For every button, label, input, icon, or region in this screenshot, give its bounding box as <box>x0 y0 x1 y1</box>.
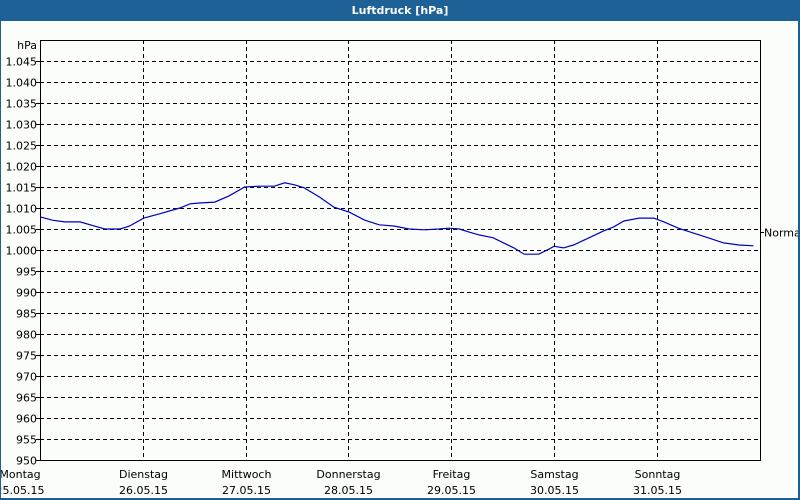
x-tick-date: 26.05.15 <box>119 484 168 497</box>
y-tick-label: 1.015 <box>6 182 38 195</box>
y-tick-label: 955 <box>16 434 37 447</box>
y-tick-label: 1.020 <box>6 161 38 174</box>
pressure-line <box>39 182 754 255</box>
y-tick-label: 995 <box>16 266 37 279</box>
y-tick-label: 950 <box>16 455 37 468</box>
x-tick-day: Sonntag <box>635 468 681 481</box>
chart-canvas: 950 955 960 965 970 975 980 985 990 995 1.000 1.005… <box>1 21 798 498</box>
plot-frame <box>40 40 761 461</box>
pressure-chart: 950 955 960 965 970 975 980 985 990 995 1.000 1.005… <box>1 39 798 497</box>
x-tick-day: Dienstag <box>119 468 168 481</box>
x-tick-date: 30.05.15 <box>530 484 579 497</box>
y-tick-label: 965 <box>16 392 37 405</box>
x-tick-date: 27.05.15 <box>222 484 271 497</box>
x-tick-day: Montag <box>1 468 41 481</box>
y-tick-label: 1.010 <box>6 203 38 216</box>
y-tick-label: 975 <box>16 350 37 363</box>
y-tick-label: 985 <box>16 308 37 321</box>
y-tick-label: 1.030 <box>6 119 38 132</box>
x-tick-day: Mittwoch <box>222 468 272 481</box>
y-tick-label: 970 <box>16 371 37 384</box>
y-tick-label: 1.005 <box>6 224 38 237</box>
y-tick-label: 1.045 <box>6 56 38 69</box>
y-tick-label: 1.000 <box>6 245 38 258</box>
x-tick-day: Samstag <box>530 468 578 481</box>
y-axis-unit: hPa <box>17 39 37 52</box>
x-tick-day: Donnerstag <box>316 468 380 481</box>
x-tick-date: 28.05.15 <box>324 484 373 497</box>
y-tick-label: 990 <box>16 287 37 300</box>
x-tick-date: 25.05.15 <box>1 484 44 497</box>
normal-label: Normal <box>764 227 798 240</box>
y-tick-label: 1.035 <box>6 98 38 111</box>
x-tick-day: Freitag <box>433 468 471 481</box>
y-tick-label: 980 <box>16 329 37 342</box>
x-tick-date: 31.05.15 <box>633 484 682 497</box>
y-tick-label: 1.040 <box>6 77 38 90</box>
y-tick-label: 960 <box>16 413 37 426</box>
window-title: Luftdruck [hPa] <box>0 0 800 21</box>
y-tick-label: 1.025 <box>6 140 38 153</box>
x-tick-date: 29.05.15 <box>427 484 476 497</box>
